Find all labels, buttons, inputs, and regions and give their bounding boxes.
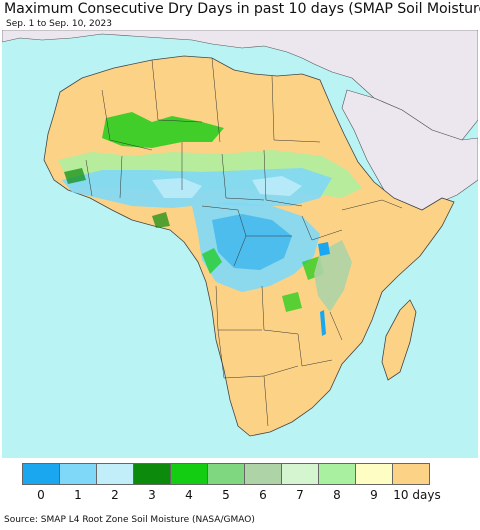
- gray-east-patch: [314, 240, 352, 312]
- legend-colorbar: [22, 463, 430, 485]
- legend-tick-label: 3: [148, 488, 156, 502]
- very-wet-core: [212, 214, 292, 270]
- dark-green-patch: [64, 168, 170, 228]
- legend-tick-label: 5: [222, 488, 230, 502]
- legend-swatch-8: [318, 463, 356, 485]
- legend-swatch-4: [170, 463, 208, 485]
- country-borders: [85, 57, 403, 427]
- lightblue-patches: [152, 176, 302, 198]
- green-patches-north: [102, 112, 224, 148]
- map-subtitle: Sep. 1 to Sep. 10, 2023: [6, 19, 112, 29]
- arabia-landmass: [341, 89, 478, 213]
- legend-swatch-7: [281, 463, 319, 485]
- legend-tick-label: 0: [37, 488, 45, 502]
- legend-tick-label: 9: [370, 488, 378, 502]
- africa-map: [2, 30, 478, 458]
- legend-swatch-0: [22, 463, 60, 485]
- legend-ticks: 0 1 2 3 4 5 6 7 8 9 10 days: [22, 488, 480, 504]
- legend-tick-label: 4: [185, 488, 193, 502]
- legend-tick-label: 8: [333, 488, 341, 502]
- map-title: Maximum Consecutive Dry Days in past 10 …: [4, 1, 480, 17]
- legend-tick-label: 10 days: [393, 488, 441, 502]
- legend-swatch-5: [207, 463, 245, 485]
- source-note: Source: SMAP L4 Root Zone Soil Moisture …: [4, 515, 255, 525]
- legend-tick-label: 2: [111, 488, 119, 502]
- legend-tick-label: 6: [259, 488, 267, 502]
- legend-swatch-3: [133, 463, 171, 485]
- legend-tick-label: 7: [296, 488, 304, 502]
- lake-malawi: [320, 310, 326, 336]
- madagascar-landmass: [381, 299, 417, 381]
- legend-tick-label: 1: [74, 488, 82, 502]
- lake-victoria: [318, 242, 330, 256]
- legend-swatch-10: [392, 463, 430, 485]
- legend-swatch-6: [244, 463, 282, 485]
- legend-swatch-1: [59, 463, 97, 485]
- legend-swatch-9: [355, 463, 393, 485]
- legend-swatch-2: [96, 463, 134, 485]
- green-forest-patches: [202, 248, 324, 312]
